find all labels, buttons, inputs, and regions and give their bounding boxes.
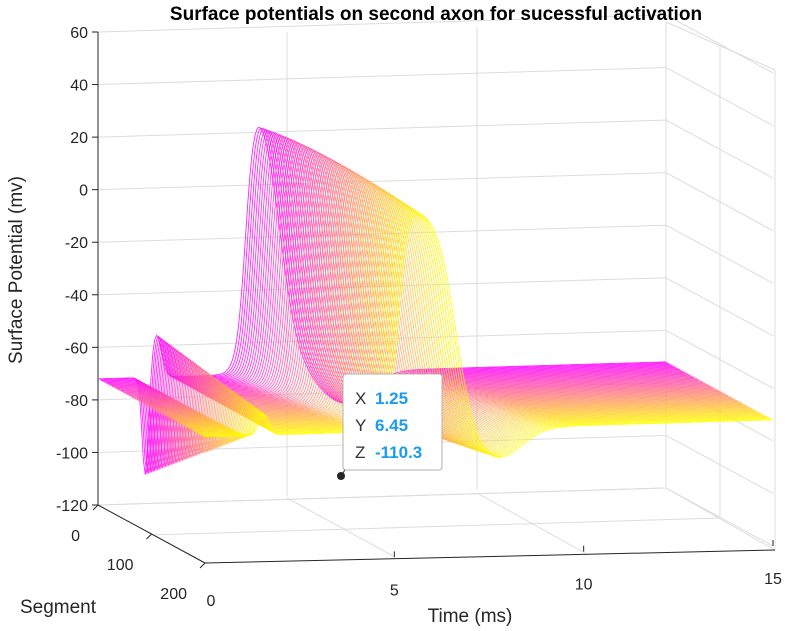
z-tick-label: 40	[70, 78, 88, 95]
z-grid-line	[97, 487, 667, 506]
y-tick-mark	[146, 533, 152, 540]
z-grid-line-side	[665, 329, 774, 389]
surface-line	[195, 204, 764, 454]
z-axis-label: Surface Potential (mv)	[6, 176, 27, 364]
z-grid-line	[97, 329, 667, 348]
z-axis-ticks: 60 40 20 0 -20 -40 -60 -80 -100 -120	[56, 25, 98, 515]
z-grid-line	[97, 224, 667, 243]
z-grid-line-side	[665, 172, 774, 232]
surface-line	[198, 207, 767, 455]
surface-line	[203, 212, 772, 458]
z-grid-line	[97, 119, 667, 138]
datatip-box	[342, 373, 443, 471]
x-tick-label: 0	[207, 593, 216, 610]
datatip-y-key: Y	[355, 416, 366, 435]
z-tick-label: -40	[65, 288, 88, 305]
z-grid-line-side	[665, 435, 774, 494]
datatip-marker[interactable]	[337, 472, 345, 480]
z-grid-line-side	[665, 67, 774, 126]
chart-title: Surface potentials on second axon for su…	[170, 4, 702, 25]
surface-line	[200, 209, 769, 456]
z-grid-line-side	[665, 277, 774, 337]
y-tick-label: 0	[71, 528, 80, 545]
y-axis-label: Segment	[20, 597, 97, 618]
z-tick-label: -20	[65, 235, 88, 252]
datatip[interactable]: X 1.25 Y 6.45 Z -110.3	[337, 373, 443, 480]
surface-line	[197, 206, 766, 454]
x-axis-label: Time (ms)	[428, 606, 513, 627]
z-tick-label: 20	[70, 130, 88, 147]
z-tick-label: -100	[56, 445, 88, 462]
x-tick-label: 10	[575, 577, 593, 594]
y-axis-ticks: 0 100 200	[71, 504, 206, 603]
y-tick-mark	[92, 504, 99, 511]
z-tick-label: 0	[79, 183, 88, 200]
x-tick-label: 15	[764, 571, 782, 588]
x-axis-ticks: 5 10 15 0	[207, 540, 782, 610]
x-tick-label: 5	[390, 582, 399, 599]
surface-line	[194, 203, 763, 453]
z-grid-line	[97, 14, 667, 33]
datatip-x-value: 1.25	[375, 389, 408, 408]
y-tick-mark	[199, 562, 206, 569]
datatip-y-value: 6.45	[375, 416, 408, 435]
z-grid-lines	[97, 14, 774, 547]
z-tick-label: 60	[70, 25, 88, 42]
y-tick-label: 100	[107, 557, 134, 574]
z-grid-line-side	[665, 14, 774, 74]
z-grid-line-side	[665, 119, 774, 179]
datatip-z-key: Z	[355, 443, 365, 462]
z-grid-line-side	[665, 487, 774, 547]
z-tick-label: -120	[56, 498, 88, 515]
z-tick-label: -80	[65, 393, 88, 410]
grid-lines	[97, 21, 776, 564]
surface-line	[204, 213, 773, 458]
datatip-z-value: -110.3	[375, 443, 422, 462]
z-tick-label: -60	[65, 340, 88, 357]
y-tick-label: 200	[160, 586, 187, 603]
datatip-x-key: X	[355, 389, 366, 408]
z-grid-line	[97, 172, 667, 191]
surface-line	[201, 210, 770, 457]
z-grid-line	[97, 67, 667, 86]
z-grid-line-side	[665, 224, 774, 284]
